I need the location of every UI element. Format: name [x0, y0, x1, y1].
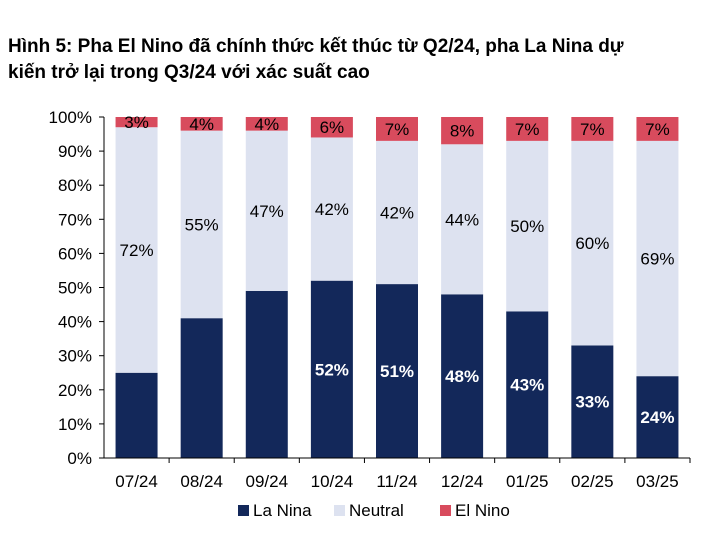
data-label: 4% — [254, 115, 279, 134]
bar-la-nina — [506, 311, 549, 458]
bar-neutral — [636, 140, 679, 377]
bar-neutral — [376, 140, 418, 285]
data-label: 69% — [640, 250, 674, 269]
y-tick-label: 50% — [58, 279, 92, 298]
y-tick-label: 80% — [58, 176, 92, 195]
bar-el-nino — [441, 117, 484, 145]
x-tick-label: 08/24 — [180, 472, 223, 491]
chart-title-line-1: Hình 5: Pha El Nino đã chính thức kết th… — [8, 36, 624, 57]
x-tick-label: 02/25 — [571, 472, 614, 491]
y-tick-label: 10% — [58, 415, 92, 434]
bar-el-nino — [506, 117, 549, 141]
data-label: 51% — [380, 362, 414, 381]
y-tick-label: 70% — [58, 210, 92, 229]
bar-neutral — [245, 130, 288, 291]
bar-la-nina — [636, 376, 679, 458]
bar-la-nina — [571, 345, 614, 458]
data-label: 50% — [510, 217, 544, 236]
bar-neutral — [506, 140, 549, 312]
chart-title: Hình 5: Pha El Nino đã chính thức kết th… — [8, 34, 720, 86]
legend-label: El Nino — [455, 501, 510, 520]
bar-la-nina — [376, 284, 418, 458]
bar-el-nino — [115, 117, 158, 128]
legend-label: La Nina — [253, 501, 312, 520]
data-label: 72% — [120, 241, 154, 260]
data-label: 44% — [445, 210, 479, 229]
legend-swatch — [334, 505, 345, 516]
data-label: 7% — [645, 120, 670, 139]
bar-el-nino — [571, 117, 614, 141]
y-tick-label: 20% — [58, 381, 92, 400]
data-label: 47% — [250, 202, 284, 221]
x-tick-label: 03/25 — [636, 472, 679, 491]
data-label: 7% — [515, 120, 540, 139]
bar-la-nina — [441, 294, 484, 458]
bar-la-nina — [245, 290, 288, 458]
data-label: 52% — [315, 360, 349, 379]
y-tick-label: 0% — [67, 449, 92, 468]
bar-neutral — [441, 144, 484, 295]
bar-la-nina — [310, 280, 353, 458]
x-tick-label: 11/24 — [376, 472, 417, 491]
data-label: 8% — [450, 122, 475, 141]
x-tick-label: 01/25 — [506, 472, 549, 491]
legend-label: Neutral — [349, 501, 404, 520]
data-label: 4% — [189, 115, 214, 134]
data-label: 55% — [185, 215, 219, 234]
data-label: 42% — [380, 203, 414, 222]
legend-swatch — [440, 505, 451, 516]
data-label: 7% — [385, 120, 410, 139]
data-label: 33% — [575, 393, 609, 412]
x-tick-label: 10/24 — [311, 472, 354, 491]
chart-title-line-2: kiến trở lại trong Q3/24 với xác suất ca… — [8, 62, 370, 83]
y-tick-label: 100% — [49, 108, 92, 127]
data-label: 43% — [510, 376, 544, 395]
bar-el-nino — [245, 117, 288, 131]
bar-el-nino — [376, 117, 418, 141]
bar-la-nina — [115, 372, 158, 458]
bar-el-nino — [636, 117, 679, 141]
y-tick-label: 30% — [58, 347, 92, 366]
y-tick-label: 40% — [58, 313, 92, 332]
data-label: 60% — [575, 234, 609, 253]
y-tick-label: 60% — [58, 244, 92, 263]
bar-neutral — [115, 127, 158, 373]
x-tick-label: 09/24 — [246, 472, 289, 491]
bar-el-nino — [180, 117, 223, 131]
data-label: 24% — [640, 408, 674, 427]
data-label: 6% — [320, 118, 345, 137]
data-label: 42% — [315, 200, 349, 219]
data-label: 48% — [445, 367, 479, 386]
bar-neutral — [571, 140, 614, 346]
bar-la-nina — [180, 318, 223, 458]
bar-neutral — [310, 137, 353, 281]
data-label: 3% — [124, 113, 149, 132]
legend-swatch — [238, 505, 249, 516]
bar-el-nino — [310, 117, 353, 138]
bar-neutral — [180, 130, 223, 319]
x-tick-label: 12/24 — [441, 472, 484, 491]
x-tick-label: 07/24 — [115, 472, 158, 491]
data-label: 7% — [580, 120, 605, 139]
y-tick-label: 90% — [58, 142, 92, 161]
